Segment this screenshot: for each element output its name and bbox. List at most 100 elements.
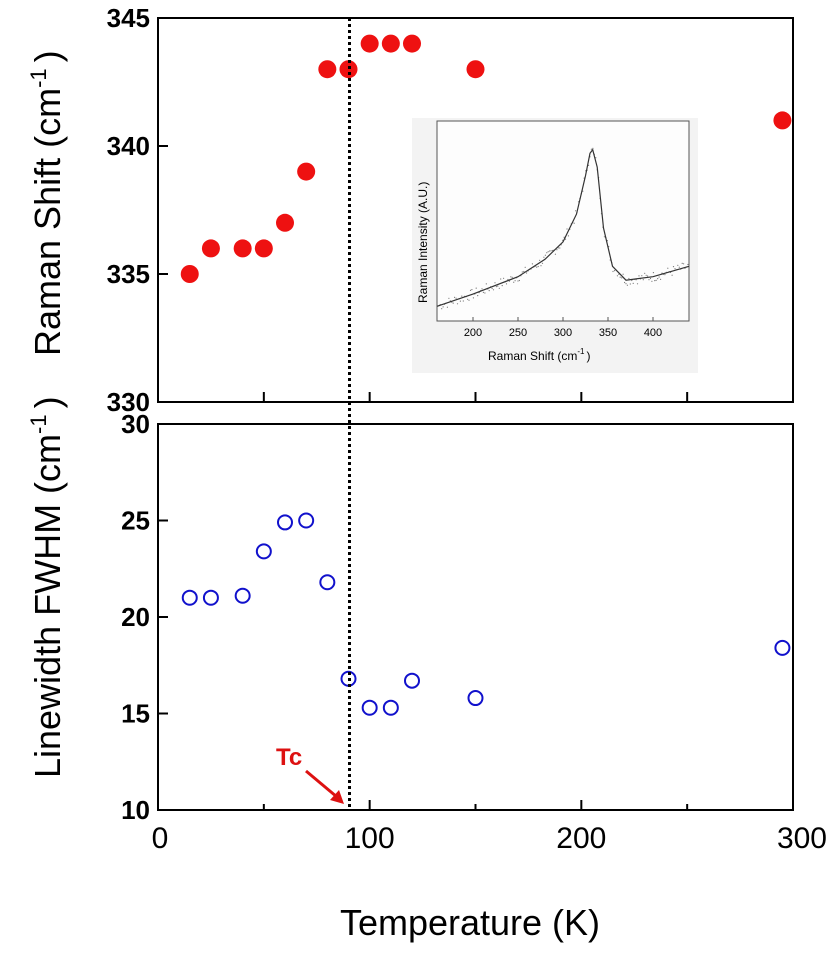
inset-noise-point	[456, 303, 459, 305]
tc-arrowhead	[330, 790, 344, 804]
inset-noise-point	[683, 263, 685, 265]
inset-noise-point	[521, 271, 523, 273]
inset-noise-point	[459, 300, 461, 302]
inset-noise-point	[567, 235, 570, 237]
inset-noise-point	[471, 289, 473, 291]
inset-noise-point	[625, 283, 627, 285]
top-y-tick-label: 340	[107, 131, 150, 161]
bottom-x-tick-label: 100	[345, 822, 395, 855]
inset-noise-point	[550, 250, 552, 252]
top-data-point	[297, 162, 316, 181]
bottom-data-point	[202, 589, 219, 606]
inset-noise-point	[619, 276, 621, 278]
inset-noise-point	[523, 270, 525, 273]
inset-x-tick-label: 400	[644, 327, 662, 339]
inset-noise-point	[631, 279, 633, 282]
inset-noise-point	[491, 287, 493, 290]
inset-noise-point	[562, 239, 564, 241]
inset-noise-point	[492, 289, 495, 291]
inset-noise-point	[541, 262, 544, 264]
inset-noise-point	[622, 273, 624, 275]
top-y-tick-label: 345	[107, 3, 150, 33]
top-data-point	[466, 60, 485, 79]
inset-noise-point	[507, 278, 509, 281]
inset-noise-point	[645, 274, 647, 276]
inset-noise-point	[603, 236, 606, 238]
bottom-data-point	[234, 587, 251, 604]
top-x-axis	[262, 392, 689, 402]
x-axis-title: Temperature (K)	[340, 902, 600, 943]
inset-noise-point	[681, 262, 683, 264]
inset-noise-point	[573, 222, 575, 224]
bottom-y-tick-label: 30	[121, 409, 150, 439]
inset-noise-point	[511, 276, 513, 278]
inset-noise-point	[667, 267, 669, 269]
inset-noise-point	[526, 272, 528, 274]
inset-noise-point	[549, 250, 551, 252]
bottom-data-point	[361, 699, 378, 716]
inset-noise-point	[658, 276, 660, 278]
inset-noise-point	[674, 268, 676, 270]
inset-noise-point	[477, 295, 479, 297]
inset-noise-point	[495, 286, 497, 288]
inset-noise-point	[618, 273, 620, 275]
inset-noise-point	[510, 276, 512, 278]
inset-noise-point	[655, 279, 657, 281]
inset-noise-point	[441, 308, 443, 310]
top-data-point	[233, 239, 252, 258]
top-panel: 330 335 340 345 Raman Shift (cm-1)	[26, 3, 794, 417]
inset-noise-point	[469, 289, 472, 291]
inset-noise-point	[590, 148, 593, 150]
top-data-point	[403, 34, 421, 53]
inset-x-tick-label: 350	[599, 327, 617, 339]
inset-noise-point	[660, 278, 662, 280]
inset-noise-point	[454, 296, 456, 298]
inset-noise-point	[628, 277, 630, 280]
inset-noise-point	[647, 275, 649, 277]
bottom-data-point	[774, 639, 791, 656]
top-y-axis-title: Raman Shift (cm-1)	[26, 50, 68, 356]
inset-noise-point	[505, 283, 508, 285]
bottom-y-axis: 10 15 20 25 30	[121, 409, 168, 825]
inset-noise-point	[481, 288, 483, 290]
tc-annotation: Tc	[276, 744, 344, 804]
top-data-point	[201, 239, 220, 258]
inset-fit-line	[436, 148, 690, 307]
inset-noise-point	[588, 164, 590, 166]
bottom-plot-frame	[157, 423, 794, 811]
inset-noise-point	[687, 263, 689, 266]
inset-noise-point	[462, 300, 464, 302]
bottom-x-axis: 0 100 200 300	[152, 800, 827, 855]
inset-plot-frame	[436, 120, 690, 322]
bottom-y-tick-label: 15	[121, 699, 150, 729]
inset-noise-point	[503, 277, 505, 279]
inset-noise-point	[664, 274, 666, 276]
inset-noise-point	[442, 306, 444, 308]
inset-noise-point	[461, 295, 463, 297]
inset-noise-point	[563, 236, 565, 238]
bottom-data-point	[404, 672, 420, 689]
inset-noise-point	[677, 264, 679, 266]
inset-noise-point	[595, 157, 597, 159]
inset-noise-point	[626, 284, 629, 286]
bottom-y-tick-label: 10	[121, 795, 150, 825]
inset-noise-point	[556, 249, 558, 251]
inset-noise-point	[644, 272, 646, 274]
inset-noise-point	[446, 306, 448, 308]
inset-noise-point	[513, 281, 515, 283]
inset-noise-point	[448, 297, 450, 299]
inset-noise-point	[518, 279, 521, 282]
tc-arrow	[305, 769, 338, 799]
inset-noise-point	[632, 282, 634, 284]
inset-noise-point	[517, 280, 519, 282]
bottom-data-point	[382, 699, 399, 716]
inset-noise-point	[482, 291, 484, 293]
inset-noise-point	[500, 278, 502, 280]
bottom-x-tick-label: 0	[152, 822, 169, 855]
inset-noise-point	[514, 280, 516, 282]
inset-noise-point	[575, 210, 577, 212]
bottom-data-point	[319, 574, 336, 591]
inset-noise-point	[613, 270, 616, 272]
inset-x-tick-label: 250	[509, 327, 527, 339]
inset-noise-point	[452, 302, 454, 304]
